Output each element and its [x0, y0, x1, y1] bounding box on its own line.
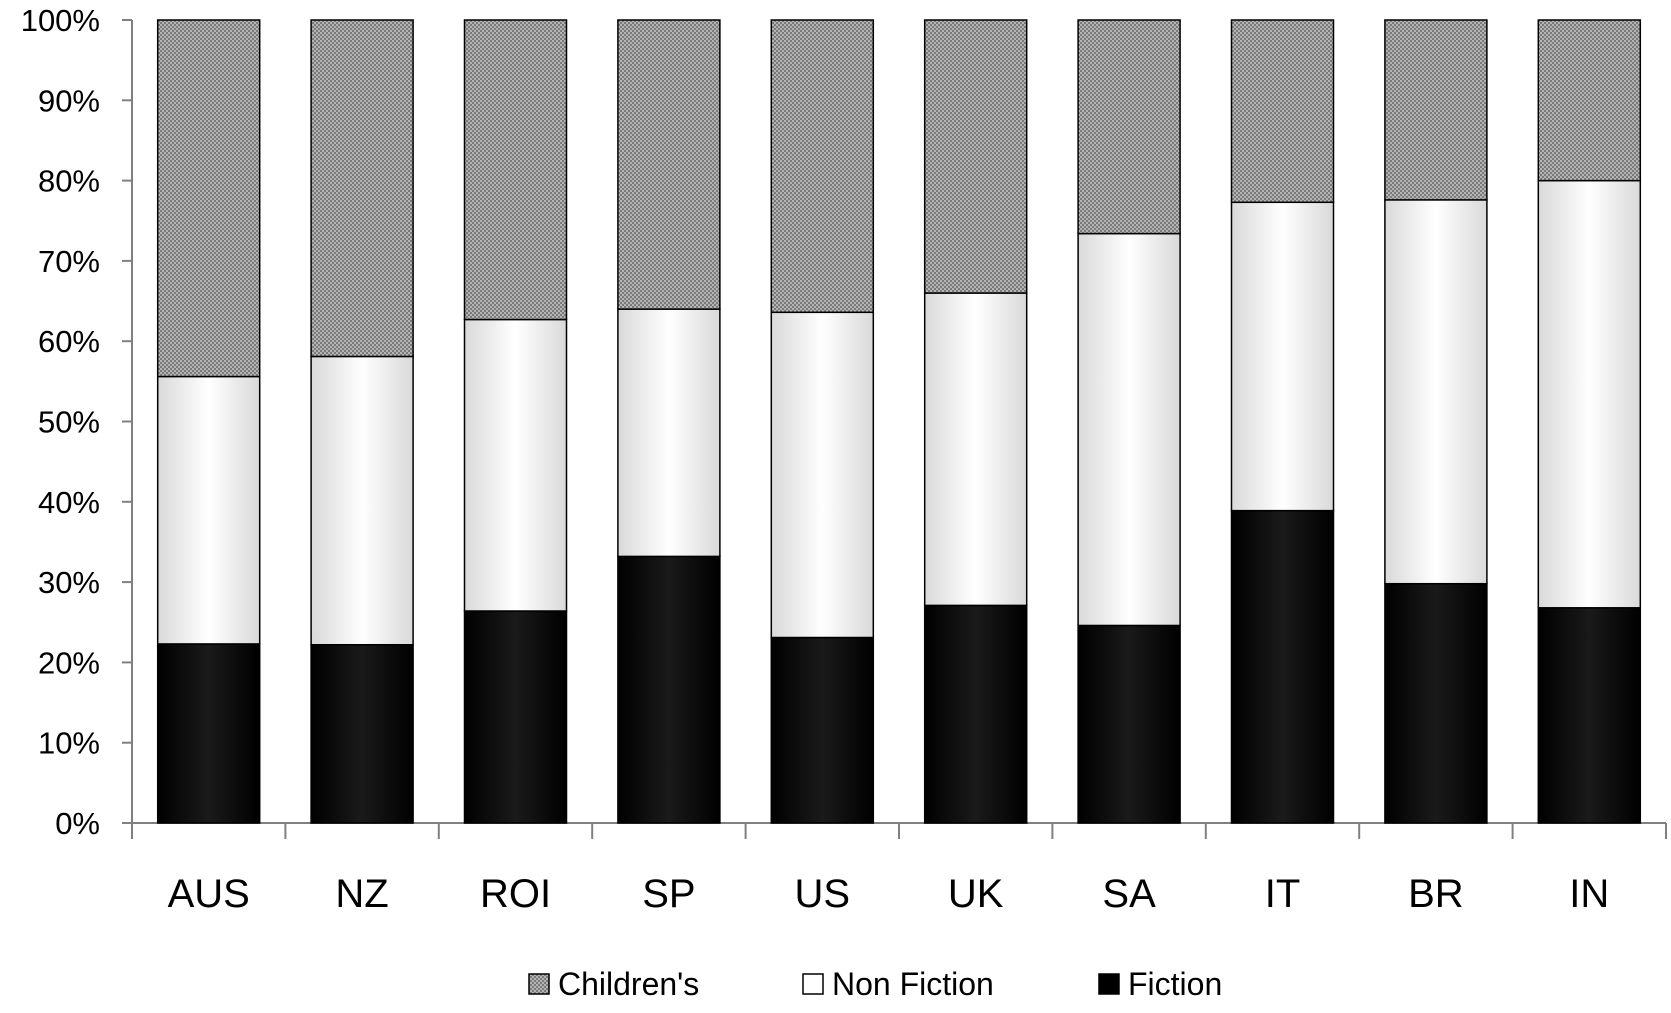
bar-sp-non-fiction: [617, 308, 721, 558]
y-tick-label: 50%: [38, 405, 100, 440]
legend-swatch-children-s: [528, 973, 550, 995]
y-tick-label: 40%: [38, 485, 100, 520]
bar-nz-children-s: [310, 19, 414, 358]
bar-it-non-fiction: [1230, 201, 1335, 512]
bar-uk-fiction: [923, 604, 1028, 824]
bar-roi-children-s: [463, 19, 568, 321]
bar-br-non-fiction: [1384, 199, 1488, 585]
bar-us-children-s: [770, 19, 875, 314]
x-category-label: NZ: [335, 872, 388, 916]
legend-swatch-fiction: [1098, 973, 1120, 995]
y-tick-label: 80%: [38, 164, 100, 199]
bar-aus-non-fiction: [156, 375, 261, 645]
bar-in-children-s: [1537, 19, 1642, 182]
legend: Children's Non Fiction Fiction: [528, 966, 1222, 1002]
bar-roi-fiction: [463, 610, 568, 824]
bar-nz-non-fiction: [310, 355, 414, 646]
bar-it-fiction: [1230, 509, 1335, 824]
x-category-label: IN: [1569, 872, 1609, 916]
bar-sp-fiction: [617, 555, 721, 824]
y-tick-label: 70%: [38, 244, 100, 279]
bar-sa-children-s: [1077, 19, 1181, 235]
bar-in-fiction: [1537, 607, 1642, 824]
y-tick-label: 0%: [55, 806, 100, 841]
x-category-label: SA: [1102, 872, 1156, 916]
bar-us-non-fiction: [770, 311, 875, 639]
bar-aus-children-s: [156, 19, 261, 378]
bar-sa-fiction: [1077, 624, 1181, 824]
bar-br-fiction: [1384, 582, 1488, 824]
x-category-label: US: [795, 872, 851, 916]
legend-label-non-fiction: Non Fiction: [832, 966, 994, 1002]
y-tick-label: 10%: [38, 726, 100, 761]
bar-uk-non-fiction: [923, 292, 1028, 607]
legend-swatch-non-fiction: [802, 973, 824, 995]
x-category-label: SP: [642, 872, 695, 916]
y-tick-label: 100%: [21, 3, 100, 38]
legend-label-children-s: Children's: [558, 966, 699, 1002]
bar-br-children-s: [1384, 19, 1488, 201]
bar-aus-fiction: [156, 643, 261, 824]
bar-sa-non-fiction: [1077, 232, 1181, 627]
bar-it-children-s: [1230, 19, 1335, 204]
labels: 0% 10% 20% 30% 40% 50% 60% 70% 80% 90% 100% AUS NZ RO…: [21, 3, 1610, 916]
y-tick-label: 20%: [38, 645, 100, 680]
bar-in-non-fiction: [1537, 179, 1642, 609]
bars: [156, 19, 1642, 824]
bar-sp-children-s: [617, 19, 721, 310]
x-category-label: ROI: [480, 872, 551, 916]
bar-us-fiction: [770, 636, 875, 824]
bar-nz-fiction: [310, 643, 414, 824]
legend-label-fiction: Fiction: [1128, 966, 1222, 1002]
y-tick-label: 90%: [38, 83, 100, 118]
bar-uk-children-s: [923, 19, 1028, 294]
x-category-label: IT: [1265, 872, 1301, 916]
x-category-label: BR: [1408, 872, 1464, 916]
y-tick-label: 30%: [38, 565, 100, 600]
x-category-label: UK: [948, 872, 1004, 916]
y-tick-label: 60%: [38, 324, 100, 359]
x-category-label: AUS: [168, 872, 250, 916]
bar-roi-non-fiction: [463, 318, 568, 612]
